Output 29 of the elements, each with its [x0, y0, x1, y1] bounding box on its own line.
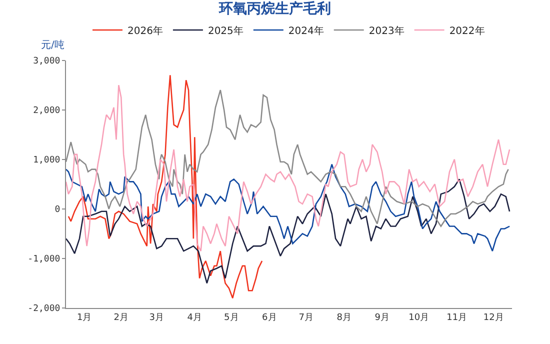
- x-tick-label: 11月: [446, 312, 468, 323]
- x-tick-label: 10月: [408, 312, 430, 323]
- x-tick-label: 5月: [224, 312, 239, 323]
- x-tick-label: 2月: [114, 312, 129, 323]
- y-tick-label: 2,000: [33, 106, 60, 116]
- y-tick-label: 0: [54, 205, 60, 216]
- x-tick-label: 9月: [374, 312, 390, 323]
- y-tick-label: -1,000: [28, 254, 60, 265]
- legend-label: 2024年: [288, 24, 324, 37]
- x-tick-label: 1月: [77, 312, 92, 323]
- line-series: [68, 74, 263, 299]
- legend-label: 2026年: [128, 24, 163, 37]
- x-tick-label: 4月: [187, 312, 202, 323]
- x-tick-label: 12月: [483, 312, 504, 323]
- y-tick-label: -2,000: [28, 304, 60, 314]
- line-series: [66, 178, 510, 284]
- legend-label: 2023年: [368, 24, 404, 37]
- x-tick-label: 8月: [336, 312, 352, 323]
- y-axis-title: 元/吨: [41, 39, 64, 51]
- x-tick-label: 6月: [262, 312, 277, 323]
- x-tick-label: 7月: [298, 312, 314, 323]
- legend-label: 2022年: [449, 24, 485, 37]
- y-tick-label: 1,000: [33, 156, 60, 166]
- chart-title: 环氧丙烷生产毛利: [218, 0, 331, 18]
- line-series: [66, 164, 510, 252]
- x-tick-label: 3月: [149, 312, 164, 323]
- legend-label: 2025年: [208, 24, 244, 37]
- line-series: [66, 84, 510, 252]
- y-tick-label: 3,000: [33, 56, 60, 66]
